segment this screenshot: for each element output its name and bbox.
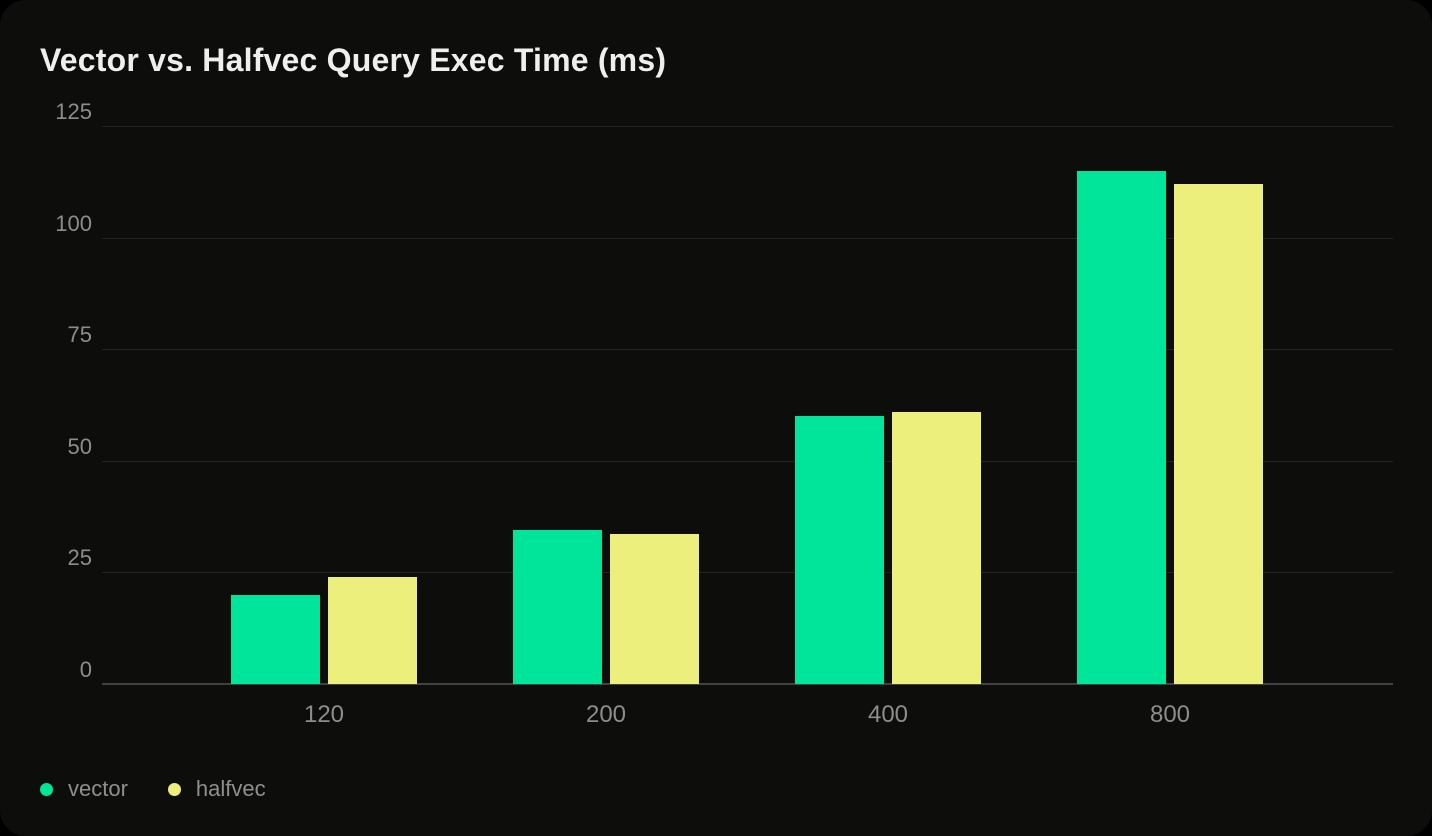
legend-label-halfvec: halfvec	[195, 776, 266, 801]
plot-area: 0 25 50 75 100 125 120 200 400 800	[55, 99, 1393, 728]
gridline-50	[102, 460, 1393, 462]
bar-vector-800[interactable]	[1077, 170, 1166, 684]
gridline-25	[102, 572, 1393, 574]
gridline-0	[102, 683, 1393, 685]
chart-title: Vector vs. Halfvec Query Exec Time (ms)	[40, 42, 667, 78]
bar-halfvec-120[interactable]	[328, 576, 417, 684]
gridline-100	[102, 237, 1393, 239]
bar-vector-120[interactable]	[231, 594, 320, 684]
y-tick-label-100: 100	[55, 210, 92, 236]
chart-legend: vector halfvec	[40, 776, 266, 802]
legend-label-vector: vector	[68, 776, 128, 801]
bar-vector-400[interactable]	[795, 416, 884, 684]
legend-dot-icon-vector	[40, 782, 53, 796]
bar-halfvec-400[interactable]	[892, 411, 981, 684]
legend-dot-icon-halfvec	[167, 782, 181, 796]
x-tick-label-200: 200	[585, 701, 627, 728]
y-tick-label-25: 25	[67, 545, 92, 571]
bar-halfvec-800[interactable]	[1174, 184, 1263, 684]
legend-item-vector[interactable]: vector	[40, 776, 128, 802]
y-tick-label-50: 50	[67, 433, 92, 459]
bar-vector-200[interactable]	[513, 530, 602, 684]
y-tick-label-75: 75	[67, 322, 92, 348]
gridline-75	[102, 349, 1393, 351]
gridline-125	[102, 126, 1393, 127]
bar-halfvec-200[interactable]	[610, 534, 699, 684]
x-tick-label-120: 120	[303, 701, 345, 728]
legend-item-halfvec[interactable]: halfvec	[167, 776, 266, 802]
y-tick-label-125: 125	[55, 99, 92, 124]
y-tick-label-0: 0	[79, 657, 92, 682]
x-tick-label-400: 400	[867, 701, 909, 728]
x-tick-label-800: 800	[1149, 701, 1191, 728]
